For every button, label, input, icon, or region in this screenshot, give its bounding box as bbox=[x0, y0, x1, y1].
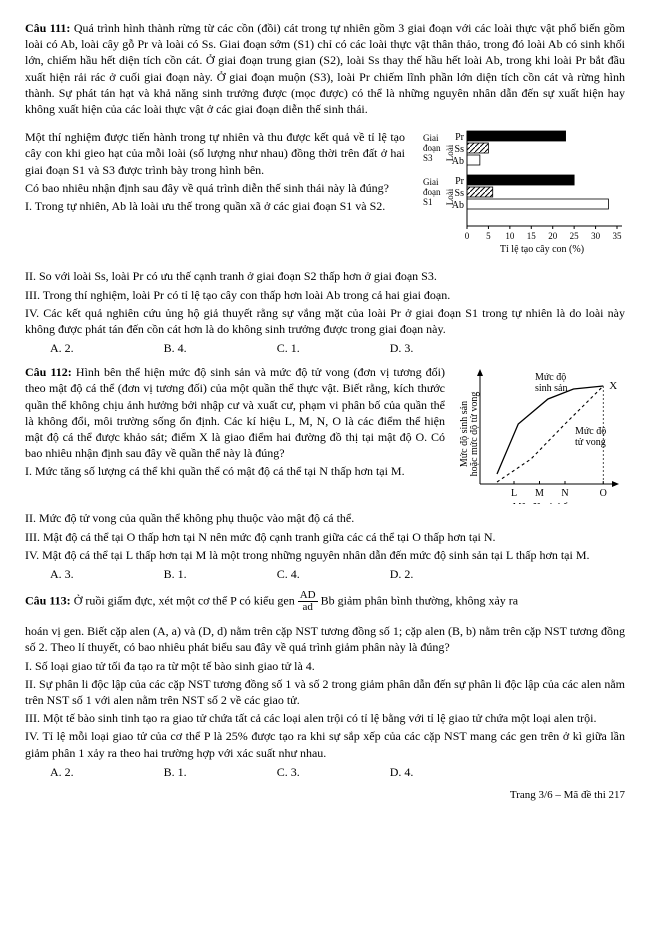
svg-text:Tỉ lệ tạo cây con (%): Tỉ lệ tạo cây con (%) bbox=[500, 244, 584, 255]
svg-text:Mật độ cá thể: Mật độ cá thể bbox=[513, 502, 568, 504]
q113-s1: I. Số loại giao tử tối đa tạo ra từ một … bbox=[25, 658, 625, 674]
svg-text:X: X bbox=[609, 380, 617, 392]
q113-optD[interactable]: D. 4. bbox=[390, 764, 414, 780]
svg-text:20: 20 bbox=[548, 231, 558, 241]
q112-optD[interactable]: D. 2. bbox=[390, 566, 414, 582]
svg-text:Pr: Pr bbox=[455, 132, 465, 143]
q111-s2: II. So với loài Ss, loài Pr có ưu thế cạ… bbox=[25, 268, 625, 284]
q112-s4: IV. Mật độ cá thể tại L thấp hơn tại M l… bbox=[25, 547, 625, 563]
svg-text:L: L bbox=[511, 488, 517, 499]
svg-text:S1: S1 bbox=[423, 197, 433, 207]
q111-para2a: Một thí nghiệm được tiến hành trong tự n… bbox=[25, 129, 405, 178]
q111-optD[interactable]: D. 3. bbox=[390, 340, 414, 356]
svg-text:Loài: Loài bbox=[445, 144, 455, 161]
question-111: Câu 111: Quá trình hình thành rừng từ cá… bbox=[25, 20, 625, 117]
svg-text:S3: S3 bbox=[423, 153, 433, 163]
svg-text:M: M bbox=[535, 488, 544, 499]
q113-label: Câu 113: bbox=[25, 593, 71, 607]
q111-s1: I. Trong tự nhiên, Ab là loài ưu thế tro… bbox=[25, 198, 405, 214]
q111-options: A. 2. B. 4. C. 1. D. 3. bbox=[50, 340, 625, 356]
svg-text:10: 10 bbox=[505, 231, 514, 241]
q113-bodyB: Bb giảm phân bình thường, không xảy ra bbox=[321, 593, 519, 607]
q113-options: A. 2. B. 1. C. 3. D. 4. bbox=[50, 764, 625, 780]
svg-text:đoạn: đoạn bbox=[423, 143, 441, 153]
svg-text:Pr: Pr bbox=[455, 176, 465, 187]
q113-optC[interactable]: C. 3. bbox=[277, 764, 300, 780]
q113-body2: hoán vị gen. Biết cặp alen (A, a) và (D,… bbox=[25, 623, 625, 655]
svg-text:0: 0 bbox=[465, 231, 470, 241]
svg-text:Giai: Giai bbox=[423, 177, 439, 187]
q112-body: Hình bên thể hiện mức độ sinh sản và mức… bbox=[25, 365, 445, 460]
q111-s4: IV. Các kết quả nghiên cứu ủng hộ giả th… bbox=[25, 305, 625, 337]
svg-text:Loài: Loài bbox=[445, 188, 455, 205]
q113-optB[interactable]: B. 1. bbox=[164, 764, 187, 780]
q111-side-text: Một thí nghiệm được tiến hành trong tự n… bbox=[25, 127, 405, 216]
q113-s3: III. Một tế bào sinh tinh tạo ra giao tử… bbox=[25, 710, 625, 726]
q112-row: Câu 112: Hình bên thể hiện mức độ sinh s… bbox=[25, 364, 625, 508]
q111-optB[interactable]: B. 4. bbox=[164, 340, 187, 356]
q112-line-chart: XLMNOMức độsinh sảnMức độtử vongMật độ c… bbox=[455, 364, 625, 508]
page-footer: Trang 3/6 – Mã đề thi 217 bbox=[25, 788, 625, 803]
q112-optB[interactable]: B. 1. bbox=[164, 566, 187, 582]
q112-options: A. 3. B. 1. C. 4. D. 2. bbox=[50, 566, 625, 582]
q113-s4: IV. Tỉ lệ mỗi loại giao tử của cơ thể P … bbox=[25, 728, 625, 760]
svg-text:sinh sản: sinh sản bbox=[535, 383, 568, 394]
q113-bodyA: Ở ruồi giấm đực, xét một cơ thể P có kiể… bbox=[74, 593, 298, 607]
question-113: Câu 113: Ở ruồi giấm đực, xét một cơ thể… bbox=[25, 590, 625, 613]
svg-text:5: 5 bbox=[486, 231, 491, 241]
q111-optC[interactable]: C. 1. bbox=[277, 340, 300, 356]
q113-fraction: AD ad bbox=[298, 590, 318, 613]
q111-s3: III. Trong thí nghiệm, loài Pr có tỉ lệ … bbox=[25, 287, 625, 303]
q112-optC[interactable]: C. 4. bbox=[277, 566, 300, 582]
svg-text:Mức độ: Mức độ bbox=[575, 426, 606, 437]
svg-text:Mức độ: Mức độ bbox=[535, 372, 566, 383]
svg-text:hoặc mức độ tử vong: hoặc mức độ tử vong bbox=[469, 392, 480, 477]
q112-s1: I. Mức tăng số lượng cá thể khi quần thể… bbox=[25, 463, 445, 479]
q111-body: Quá trình hình thành rừng từ các cồn (đồ… bbox=[25, 21, 625, 116]
svg-text:Giai: Giai bbox=[423, 133, 439, 143]
svg-text:15: 15 bbox=[527, 231, 537, 241]
q111-para2b: Có bao nhiêu nhận định sau đây về quá tr… bbox=[25, 180, 405, 196]
q112-label: Câu 112: bbox=[25, 365, 72, 379]
q111-row: Một thí nghiệm được tiến hành trong tự n… bbox=[25, 127, 625, 266]
q113-frac-bot: ad bbox=[298, 602, 318, 613]
q112-s2: II. Mức độ tử vong của quần thể không ph… bbox=[25, 510, 625, 526]
q113-optA[interactable]: A. 2. bbox=[50, 764, 74, 780]
svg-text:25: 25 bbox=[570, 231, 580, 241]
q112-text: Câu 112: Hình bên thể hiện mức độ sinh s… bbox=[25, 364, 445, 481]
q112-optA[interactable]: A. 3. bbox=[50, 566, 74, 582]
q112-s3: III. Mật độ cá thể tại O thấp hơn tại N … bbox=[25, 529, 625, 545]
svg-text:30: 30 bbox=[591, 231, 601, 241]
svg-text:35: 35 bbox=[613, 231, 623, 241]
q111-optA[interactable]: A. 2. bbox=[50, 340, 74, 356]
q111-label: Câu 111: bbox=[25, 21, 70, 35]
svg-text:O: O bbox=[600, 488, 607, 499]
q111-bar-chart: PrSsAbGiaiđoạnS3LoàiPrSsAbGiaiđoạnS1Loài… bbox=[415, 127, 625, 266]
svg-text:tử vong: tử vong bbox=[575, 437, 606, 448]
q113-s2: II. Sự phân li độc lập của các cặp NST t… bbox=[25, 676, 625, 708]
svg-text:Ss: Ss bbox=[455, 144, 465, 155]
svg-text:Ss: Ss bbox=[455, 188, 465, 199]
svg-text:N: N bbox=[561, 488, 568, 499]
svg-text:đoạn: đoạn bbox=[423, 187, 441, 197]
